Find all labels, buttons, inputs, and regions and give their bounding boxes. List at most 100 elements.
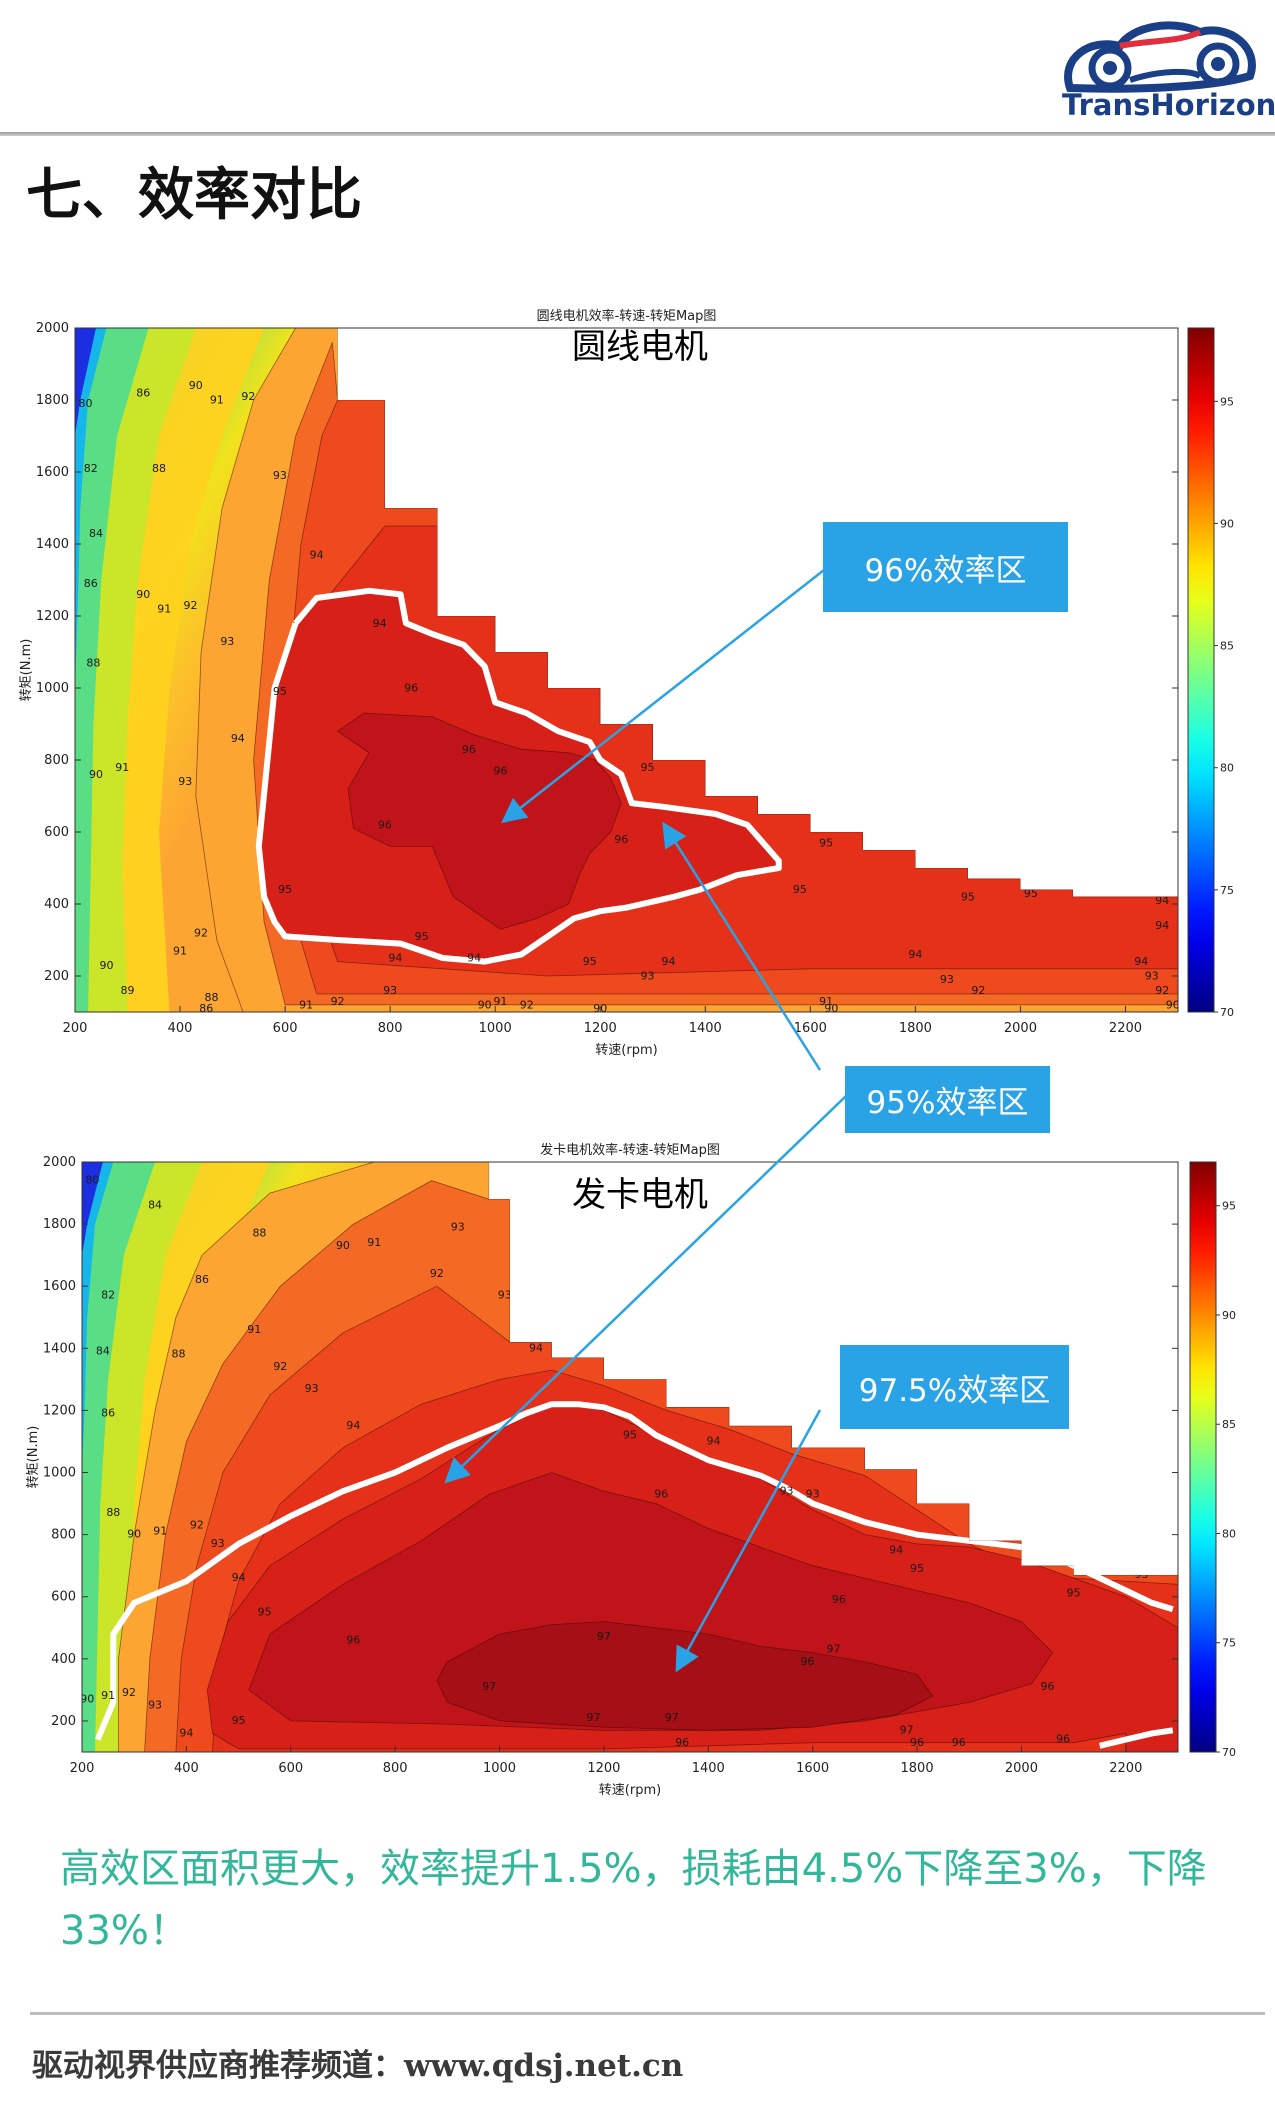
logo-text: TransHorizon	[1062, 88, 1275, 122]
contour-label: 96	[675, 1736, 689, 1749]
y-tick-label: 1200	[43, 1403, 76, 1418]
colorbar-tick-label: 80	[1220, 762, 1234, 775]
contour-label: 95	[1024, 887, 1038, 900]
contour-label: 97	[597, 1630, 611, 1643]
y-tick-label: 1800	[43, 1217, 76, 1232]
contour-label: 91	[299, 998, 313, 1011]
x-tick-label: 1000	[483, 1761, 516, 1776]
y-tick-label: 1800	[36, 393, 69, 408]
colorbar-tick-label: 95	[1220, 395, 1234, 408]
contour-label: 93	[806, 1487, 820, 1500]
contour-label: 95	[961, 890, 975, 903]
contour-label: 90	[100, 959, 114, 972]
transhorizon-logo	[1064, 21, 1256, 93]
colorbar	[1187, 327, 1215, 1013]
contour-label: 92	[194, 926, 208, 939]
x-tick-label: 2000	[1005, 1761, 1038, 1776]
contour-label: 91	[115, 761, 129, 774]
y-tick-label: 1200	[36, 609, 69, 624]
contour-label: 86	[101, 1407, 115, 1420]
y-tick-label: 400	[44, 897, 69, 912]
contour-label: 95	[258, 1605, 272, 1618]
contour-label: 92	[273, 1360, 287, 1373]
contour-label: 92	[430, 1267, 444, 1280]
x-axis-label: 转速(rpm)	[595, 1043, 657, 1058]
contour-label: 95	[819, 836, 833, 849]
contour-label: 97	[482, 1680, 496, 1693]
contour-label: 96	[462, 743, 476, 756]
x-tick-label: 1600	[794, 1021, 827, 1036]
contour-label: 95	[232, 1714, 246, 1727]
y-tick-label: 800	[44, 753, 69, 768]
x-tick-label: 1400	[689, 1021, 722, 1036]
contour-label: 94	[707, 1435, 721, 1448]
contour-label: 91	[367, 1236, 381, 1249]
contour-label: 93	[940, 973, 954, 986]
contour-label: 94	[232, 1571, 246, 1584]
contour-label: 96	[654, 1487, 668, 1500]
y-tick-label: 1400	[36, 537, 69, 552]
contour-label: 84	[96, 1345, 110, 1358]
x-tick-label: 1800	[901, 1761, 934, 1776]
x-tick-label: 400	[168, 1021, 193, 1036]
contour-band-97	[436, 1621, 934, 1731]
contour-label: 90	[478, 998, 492, 1011]
contour-label: 86	[136, 386, 150, 399]
y-axis-label: 转矩(N.m)	[19, 639, 34, 702]
x-tick-label: 200	[70, 1761, 95, 1776]
contour-label: 92	[190, 1518, 204, 1531]
y-tick-label: 1600	[43, 1279, 76, 1294]
footer-text: 驱动视界供应商推荐频道：www.qdsj.net.cn	[32, 2048, 684, 2084]
y-tick-label: 400	[51, 1652, 76, 1667]
contour-label: 82	[101, 1289, 115, 1302]
highlight-efficiency-contour-2	[1099, 1727, 1174, 1749]
x-tick-label: 200	[63, 1021, 88, 1036]
y-tick-label: 1000	[36, 681, 69, 696]
contour-label: 89	[121, 984, 135, 997]
contour-label: 92	[241, 390, 255, 403]
contour-label: 91	[173, 944, 187, 957]
x-tick-label: 600	[278, 1761, 303, 1776]
contour-label: 93	[383, 984, 397, 997]
x-tick-label: 1200	[584, 1021, 617, 1036]
contour-label: 94	[388, 952, 402, 965]
contour-label: 94	[310, 548, 324, 561]
x-tick-label: 2000	[1004, 1021, 1037, 1036]
colorbar-tick-label: 70	[1220, 1006, 1234, 1019]
contour-label: 94	[467, 952, 481, 965]
contour-label: 92	[971, 984, 985, 997]
colorbar-tick-label: 70	[1222, 1746, 1236, 1759]
callout-975-efficiency: 97.5%效率区	[840, 1345, 1069, 1429]
contour-label: 95	[583, 955, 597, 968]
y-tick-label: 2000	[43, 1155, 76, 1170]
summary-text: 高效区面积更大，效率提升1.5%，损耗由4.5%下降至3%，下降33%！	[60, 1846, 1207, 1954]
colorbar-tick-label: 85	[1220, 640, 1234, 653]
contour-label: 91	[247, 1323, 261, 1336]
contour-label: 96	[952, 1736, 966, 1749]
contour-label: 95	[1067, 1587, 1081, 1600]
x-tick-label: 800	[383, 1761, 408, 1776]
contour-label: 93	[451, 1220, 465, 1233]
contour-label: 96	[800, 1655, 814, 1668]
x-tick-label: 800	[378, 1021, 403, 1036]
contour-label: 93	[211, 1537, 225, 1550]
contour-label: 94	[662, 955, 676, 968]
callout-95-efficiency: 95%效率区	[845, 1066, 1050, 1133]
contour-label: 92	[122, 1686, 136, 1699]
x-tick-label: 1000	[479, 1021, 512, 1036]
contour-label: 93	[780, 1484, 794, 1497]
contour-label: 93	[220, 635, 234, 648]
contour-label: 84	[148, 1199, 162, 1212]
contour-label: 95	[910, 1562, 924, 1575]
x-tick-label: 400	[174, 1761, 199, 1776]
contour-label: 90	[824, 1002, 838, 1015]
contour-label: 86	[84, 577, 98, 590]
contour-label: 93	[305, 1382, 319, 1395]
y-tick-label: 600	[44, 825, 69, 840]
contour-label: 95	[278, 883, 292, 896]
contour-label: 91	[153, 1525, 167, 1538]
contour-label: 94	[373, 617, 387, 630]
chart-title: 发卡电机效率-转速-转矩Map图	[540, 1142, 720, 1158]
contour-label: 94	[231, 732, 245, 745]
contour-label: 96	[910, 1736, 924, 1749]
